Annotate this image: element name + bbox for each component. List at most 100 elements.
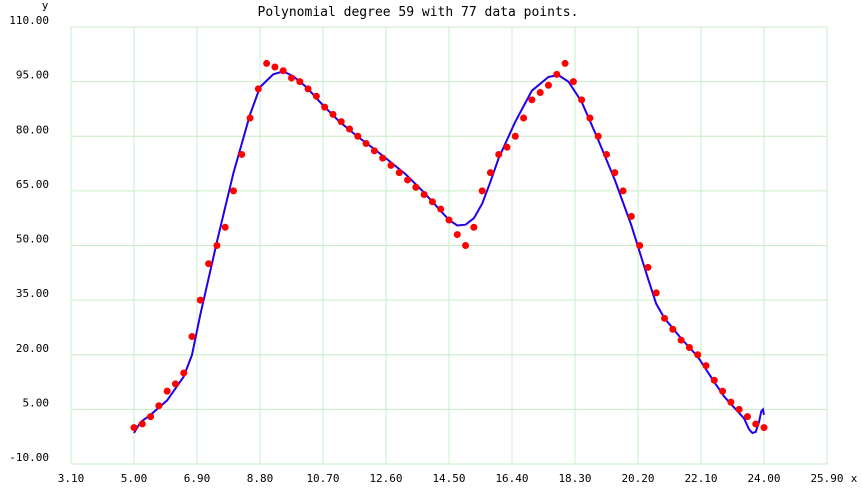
y-tick-label: -10.00 xyxy=(9,451,49,464)
data-points xyxy=(130,59,768,432)
data-point xyxy=(437,205,445,213)
data-point xyxy=(627,212,635,220)
data-point xyxy=(395,169,403,177)
data-point xyxy=(511,132,519,140)
x-axis-label: x xyxy=(851,472,858,485)
y-tick-label: 80.00 xyxy=(16,123,49,136)
data-point xyxy=(702,362,710,370)
data-point xyxy=(387,161,395,169)
data-point xyxy=(221,223,229,231)
x-tick-label: 24.00 xyxy=(747,472,780,485)
data-point xyxy=(428,198,436,206)
data-point xyxy=(147,413,155,421)
data-point xyxy=(727,398,735,406)
x-tick-label: 18.30 xyxy=(558,472,591,485)
x-tick-label: 12.60 xyxy=(369,472,402,485)
data-point xyxy=(569,78,577,86)
data-point xyxy=(561,59,569,67)
data-point xyxy=(669,325,677,333)
data-point xyxy=(288,74,295,82)
data-point xyxy=(370,147,378,155)
data-point xyxy=(710,376,718,384)
data-point xyxy=(337,118,345,126)
data-point xyxy=(685,343,693,351)
data-point xyxy=(735,405,743,413)
x-tick-label: 25.90 xyxy=(810,472,843,485)
data-point xyxy=(254,85,262,93)
x-tick-label: 5.00 xyxy=(121,472,148,485)
data-point xyxy=(346,125,354,133)
x-tick-label: 22.10 xyxy=(684,472,717,485)
data-point xyxy=(171,380,179,388)
data-point xyxy=(304,85,312,93)
data-point xyxy=(453,231,461,239)
data-point xyxy=(486,169,494,177)
data-point xyxy=(752,420,760,428)
data-point xyxy=(263,59,271,67)
x-tick-label: 16.40 xyxy=(495,472,528,485)
y-tick-label: 110.00 xyxy=(9,14,49,27)
data-point xyxy=(379,154,387,162)
data-point xyxy=(420,191,428,199)
data-point xyxy=(760,424,768,432)
data-point xyxy=(163,387,171,395)
y-tick-label: 5.00 xyxy=(23,396,50,409)
y-tick-label: 95.00 xyxy=(16,69,49,82)
data-point xyxy=(138,420,146,428)
y-tick-label: 20.00 xyxy=(16,342,49,355)
data-point xyxy=(229,187,237,195)
data-point xyxy=(677,336,685,344)
data-point xyxy=(661,314,669,322)
data-point xyxy=(329,110,337,118)
data-point xyxy=(462,242,470,249)
y-tick-label: 50.00 xyxy=(16,233,49,246)
data-point xyxy=(312,92,320,100)
x-tick-label: 10.70 xyxy=(306,472,339,485)
data-point xyxy=(544,81,552,89)
y-tick-label: 35.00 xyxy=(16,287,49,300)
x-tick-label: 6.90 xyxy=(184,472,211,485)
data-point xyxy=(205,260,213,268)
data-point xyxy=(155,402,163,410)
y-axis-label: y xyxy=(42,0,49,12)
data-point xyxy=(180,369,188,377)
data-point xyxy=(130,424,138,432)
x-tick-label: 14.50 xyxy=(432,472,465,485)
data-point xyxy=(445,216,453,224)
data-point xyxy=(652,289,660,297)
data-point xyxy=(503,143,511,151)
data-point xyxy=(412,183,420,191)
data-point xyxy=(246,114,254,122)
data-point xyxy=(611,169,619,177)
data-point xyxy=(296,78,304,86)
data-point xyxy=(528,96,536,104)
data-point xyxy=(188,333,196,341)
data-point xyxy=(719,387,727,395)
chart-title: Polynomial degree 59 with 77 data points… xyxy=(258,5,579,20)
data-point xyxy=(553,70,561,78)
data-point xyxy=(603,150,610,158)
data-point xyxy=(196,296,204,304)
data-point xyxy=(404,176,412,184)
data-point xyxy=(578,96,586,104)
data-point xyxy=(586,114,594,122)
x-tick-label: 8.80 xyxy=(247,472,274,485)
x-tick-label: 20.20 xyxy=(621,472,654,485)
data-point xyxy=(694,351,702,359)
data-point xyxy=(619,187,627,195)
data-point xyxy=(321,103,329,111)
data-point xyxy=(495,150,503,158)
data-point xyxy=(536,89,544,97)
data-point xyxy=(271,63,279,71)
grid xyxy=(70,26,828,465)
x-tick-label: 3.10 xyxy=(58,472,85,485)
data-point xyxy=(213,242,221,249)
data-point xyxy=(279,67,287,75)
fit-curve xyxy=(133,70,765,435)
data-point xyxy=(238,150,246,158)
data-point xyxy=(594,132,602,140)
data-point xyxy=(362,140,370,148)
data-point xyxy=(743,413,751,421)
tick-labels: 3.10 5.00 6.90 8.80 10.70 12.60 14.50 16.40 18.3… xyxy=(9,14,843,485)
